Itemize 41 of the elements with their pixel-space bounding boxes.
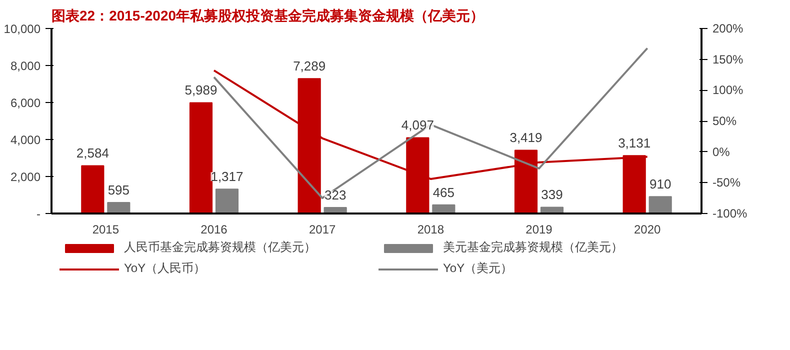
x-tick-label: 2016 [200, 222, 228, 236]
bar [648, 196, 672, 214]
data-label: 595 [108, 182, 130, 198]
x-tick-label: 2019 [526, 222, 553, 236]
y-tick-label: 6,000 [10, 96, 41, 110]
legend-label: YoY（美元） [443, 260, 514, 277]
data-label: 465 [432, 184, 455, 200]
y-tick-label: 2,000 [10, 170, 41, 184]
legend-label: 美元基金完成募资规模（亿美元） [443, 239, 624, 256]
data-label: 3,419 [510, 130, 542, 146]
y2-tick-label: 100% [712, 83, 744, 98]
bar [189, 102, 213, 214]
y2-tick-label: 200% [712, 22, 744, 36]
y-tick-label: 10,000 [4, 22, 41, 36]
x-tick-label: 2020 [634, 222, 662, 236]
data-label: 323 [324, 188, 346, 203]
x-tick-label: 2015 [92, 222, 120, 236]
bar [81, 165, 104, 214]
bar [215, 188, 239, 214]
x-tick-label: 2017 [308, 222, 336, 236]
data-label: 7,289 [293, 58, 326, 74]
y2-tick-label: 0% [712, 144, 730, 159]
y2-tick-label: 50% [712, 114, 737, 128]
y2-tick-label: -100% [712, 206, 748, 220]
y-tick-label: 4,000 [10, 133, 41, 147]
y-tick-label: - [36, 207, 41, 221]
chart-title: 图表22：2015-2020年私募股权投资基金完成募集资金规模（亿美元） [52, 8, 484, 24]
x-tick-label: 2018 [417, 222, 444, 236]
data-label: 4,097 [401, 118, 434, 133]
data-label: 1,317 [210, 169, 244, 184]
y2-tick-label: 150% [712, 52, 744, 66]
data-label: 339 [541, 187, 563, 202]
y2-tick-label: -50% [712, 176, 741, 190]
legend-label: YoY（人民币） [124, 260, 207, 277]
data-label: 910 [649, 176, 672, 192]
legend-label: 人民币基金完成募资规模（亿美元） [124, 239, 317, 256]
data-label: 2,584 [76, 146, 109, 161]
y-tick-label: 8,000 [10, 59, 41, 73]
data-label: 3,131 [618, 136, 651, 151]
bar [107, 202, 130, 214]
data-label: 5,989 [184, 82, 218, 98]
